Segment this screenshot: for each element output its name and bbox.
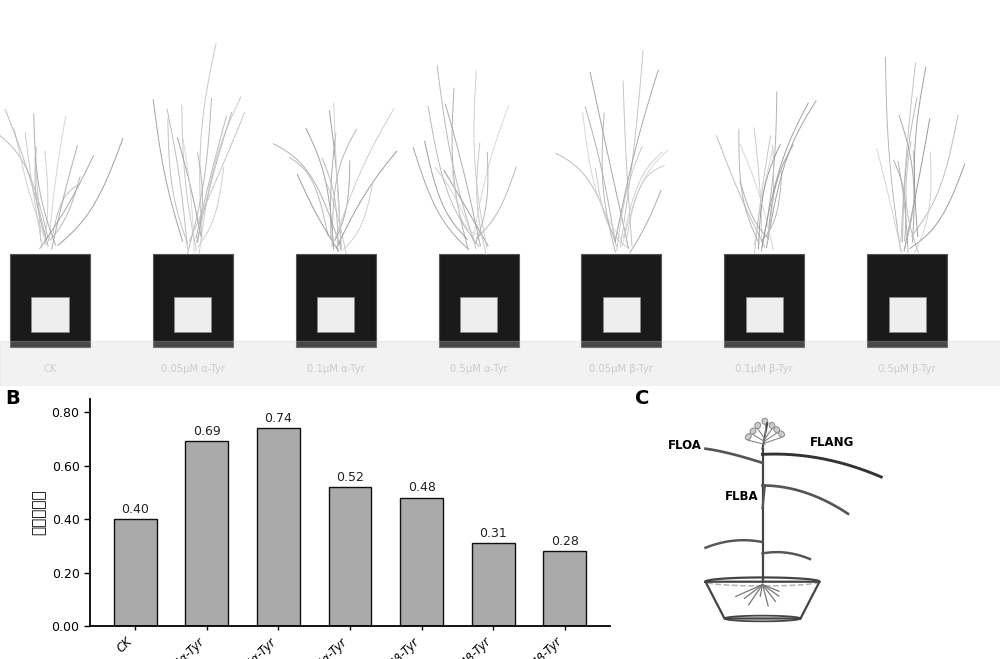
Text: 0.1μM α-Tyr: 0.1μM α-Tyr [307,364,365,374]
Text: 0.28: 0.28 [551,535,579,548]
FancyBboxPatch shape [460,297,497,331]
Ellipse shape [779,431,784,437]
Bar [0,341,1000,386]
FancyBboxPatch shape [603,297,640,331]
Ellipse shape [769,422,775,428]
FancyBboxPatch shape [174,297,211,331]
Ellipse shape [745,434,751,440]
Text: 0.40: 0.40 [121,503,149,516]
Text: 0.5μM α-Tyr: 0.5μM α-Tyr [450,364,507,374]
Bar [114,519,157,626]
Bar [472,543,515,626]
Bar [257,428,300,626]
Ellipse shape [750,428,756,434]
Text: CK: CK [43,364,57,374]
Text: 0.05μM α-Tyr: 0.05μM α-Tyr [161,364,225,374]
Bar [543,551,586,626]
FancyBboxPatch shape [10,254,90,347]
Ellipse shape [774,426,780,433]
FancyBboxPatch shape [317,297,354,331]
Text: 0.1μM β-Tyr: 0.1μM β-Tyr [735,364,793,374]
FancyBboxPatch shape [153,254,233,347]
Text: 0.74: 0.74 [264,412,292,425]
FancyBboxPatch shape [746,297,783,331]
Text: 0.48: 0.48 [408,482,436,494]
Text: 0.69: 0.69 [193,425,221,438]
Text: FLOA: FLOA [668,439,701,451]
Text: 0.5μM β-Tyr: 0.5μM β-Tyr [878,364,936,374]
Text: 0.52: 0.52 [336,471,364,484]
FancyBboxPatch shape [724,254,804,347]
Text: B: B [5,389,20,408]
Ellipse shape [762,418,768,424]
Bar [329,487,371,626]
Bar [185,442,228,626]
Text: FLBA: FLBA [724,490,758,503]
FancyBboxPatch shape [439,254,519,347]
Y-axis label: 叶片弯曲率: 叶片弯曲率 [31,490,46,535]
Bar [400,498,443,626]
Text: 0.05μM β-Tyr: 0.05μM β-Tyr [589,364,653,374]
Text: FLANG: FLANG [810,436,854,449]
FancyBboxPatch shape [889,297,926,331]
Text: C: C [635,389,649,408]
FancyBboxPatch shape [296,254,376,347]
FancyBboxPatch shape [867,254,947,347]
Ellipse shape [755,422,761,428]
Text: 0.31: 0.31 [479,527,507,540]
FancyBboxPatch shape [31,297,69,331]
FancyBboxPatch shape [581,254,661,347]
Text: A: A [7,12,22,30]
